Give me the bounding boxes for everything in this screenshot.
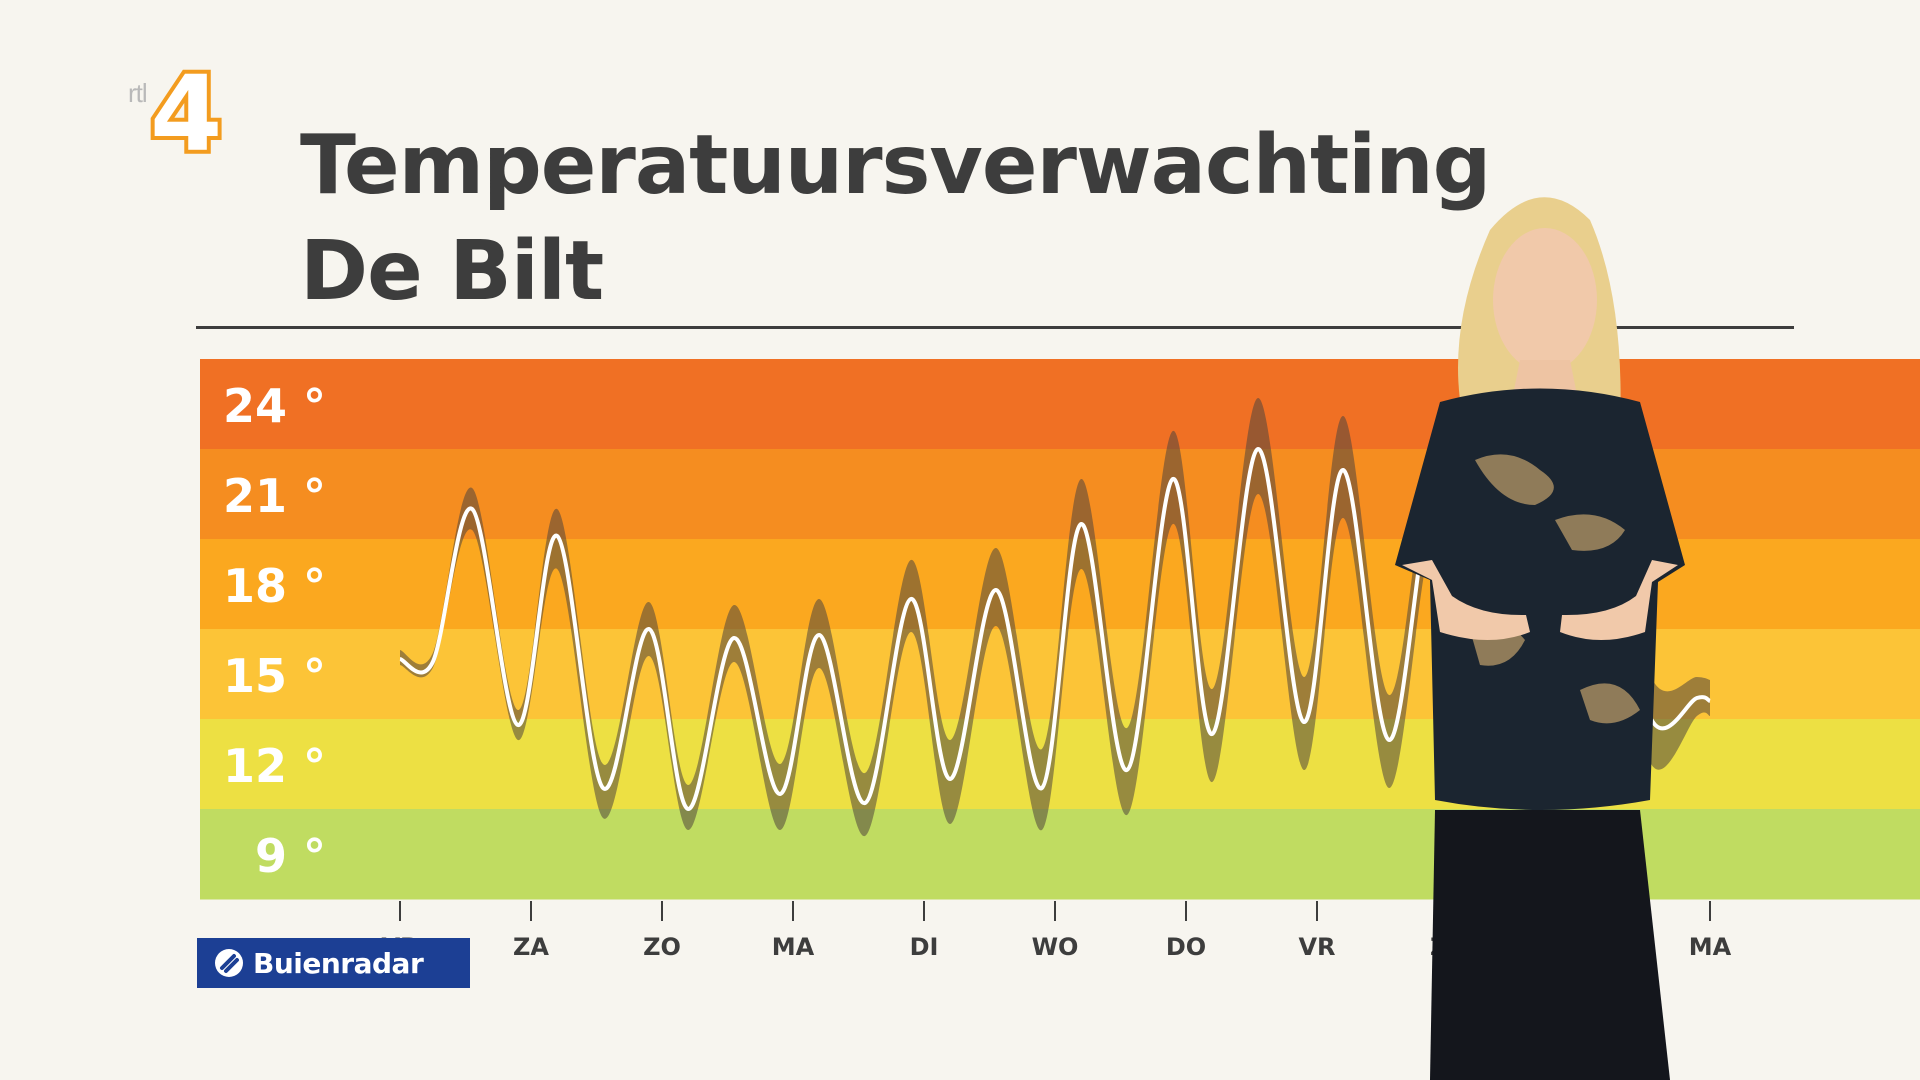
x-tick-label: ZO	[643, 933, 681, 961]
x-tick-label: MA	[772, 933, 815, 961]
channel-number: 4	[150, 68, 222, 158]
x-tick-label: MA	[1689, 933, 1732, 961]
location-subtitle: De Bilt	[300, 224, 604, 319]
x-tick-label: WO	[1032, 933, 1079, 961]
y-tick-label: 18 °	[223, 559, 326, 613]
buienradar-icon	[215, 949, 243, 977]
channel-number-glyph: 4	[148, 68, 226, 158]
y-tick-label: 12 °	[223, 739, 326, 793]
channel-small-label: rtl	[128, 78, 148, 108]
x-tick-label: ZA	[513, 933, 549, 961]
y-tick-label: 15 °	[223, 649, 326, 703]
y-tick-label: 21 °	[223, 469, 326, 523]
y-tick-label: 9 °	[255, 829, 326, 883]
x-tick-label: DO	[1166, 933, 1206, 961]
y-tick-label: 24 °	[223, 379, 326, 433]
buienradar-badge: Buienradar	[197, 938, 470, 988]
page-title: Temperatuursverwachting	[300, 118, 1491, 213]
x-tick-label: DI	[910, 933, 939, 961]
channel-logo: rtl 4	[128, 68, 228, 168]
presenter-figure	[1395, 197, 1685, 1080]
title-divider	[196, 326, 1794, 329]
buienradar-label: Buienradar	[253, 946, 424, 980]
x-tick-label: VR	[1298, 933, 1335, 961]
